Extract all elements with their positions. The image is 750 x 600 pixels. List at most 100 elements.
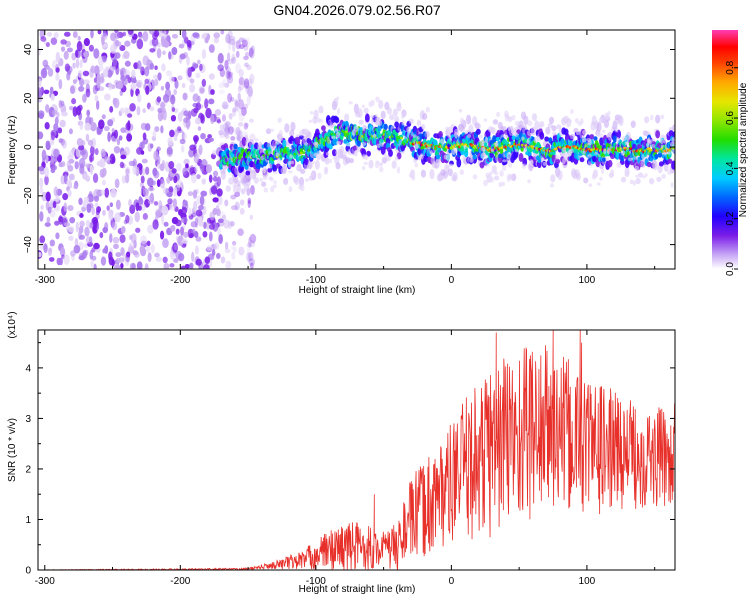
ridge-halo	[481, 146, 486, 152]
ridge-halo	[670, 182, 674, 188]
ridge-cell	[235, 126, 241, 137]
noise-blob	[220, 256, 226, 264]
ridge-halo	[412, 134, 417, 138]
ridge-cell	[534, 120, 540, 130]
noise-blob	[139, 245, 145, 254]
noise-blob	[224, 121, 231, 127]
noise-blob	[136, 105, 141, 116]
noise-blob	[78, 104, 83, 111]
ridge-cell	[547, 122, 553, 129]
ridge-cell	[479, 161, 485, 169]
ridge-cell	[589, 134, 595, 140]
ridge-cell	[231, 161, 235, 167]
noise-blob	[146, 177, 154, 187]
ridge-halo	[272, 184, 277, 188]
noise-blob	[248, 258, 255, 266]
ridge-halo	[442, 175, 448, 180]
noise-blob	[109, 66, 117, 71]
noise-blob	[44, 121, 50, 130]
ridge-halo	[498, 181, 503, 188]
ridge-halo	[527, 179, 531, 184]
ridge-halo	[308, 119, 313, 123]
noise-blob	[203, 221, 207, 229]
ridge-halo	[304, 130, 308, 137]
noise-blob	[153, 150, 159, 161]
noise-blob	[232, 246, 237, 253]
ridge-cell	[475, 123, 481, 130]
noise-blob	[195, 258, 202, 266]
ridge-halo	[425, 106, 430, 113]
noise-blob	[42, 68, 47, 77]
ridge-cell	[422, 112, 428, 121]
noise-blob	[246, 95, 251, 106]
noise-blob	[120, 247, 125, 256]
noise-blob	[162, 256, 168, 264]
ridge-cell	[438, 130, 443, 139]
noise-blob	[228, 71, 234, 78]
ridge-halo	[671, 148, 675, 153]
noise-blob	[247, 85, 253, 97]
noise-blob	[218, 234, 223, 244]
noise-blob	[241, 188, 246, 195]
ridge-peak	[399, 136, 404, 140]
ridge-halo	[577, 121, 583, 127]
ridge-halo	[260, 155, 264, 161]
noise-blob	[183, 110, 189, 117]
ridge-halo	[439, 174, 444, 181]
ridge-halo	[627, 157, 633, 162]
noise-blob	[100, 256, 107, 266]
ridge-halo	[289, 154, 293, 159]
noise-blob	[45, 191, 51, 202]
ridge-cell	[314, 160, 320, 170]
noise-blob	[47, 247, 52, 257]
noise-blob	[208, 98, 215, 105]
ridge-halo	[632, 180, 637, 186]
ridge-cell	[656, 176, 662, 182]
ridge-halo	[514, 120, 520, 126]
ridge-halo	[454, 131, 458, 139]
ridge-cell	[378, 99, 384, 109]
noise-blob	[235, 102, 240, 112]
noise-blob	[51, 164, 57, 171]
noise-blob	[85, 163, 92, 168]
noise-blob	[183, 133, 188, 140]
noise-blob	[130, 82, 137, 91]
noise-blob	[104, 245, 109, 254]
noise-blob	[226, 70, 231, 80]
noise-blob	[60, 100, 65, 107]
noise-blob	[98, 65, 104, 72]
ridge-halo	[495, 141, 499, 148]
noise-blob	[186, 56, 190, 66]
ridge-cell	[380, 110, 386, 120]
ridge-halo	[663, 139, 667, 144]
ridge-halo	[483, 118, 488, 122]
noise-blob	[248, 236, 252, 248]
ridge-cell	[618, 115, 624, 127]
ridge-halo	[406, 126, 412, 134]
noise-blob	[94, 148, 99, 156]
ridge-halo	[562, 147, 566, 153]
noise-blob	[225, 260, 232, 269]
noise-blob	[67, 189, 72, 198]
noise-blob	[157, 72, 162, 81]
ridge-halo	[596, 182, 601, 186]
noise-blob	[180, 265, 186, 269]
snr-xtick-label-3: 0	[449, 576, 455, 587]
noise-blob	[79, 77, 85, 87]
noise-blob	[155, 256, 162, 263]
noise-blob	[236, 187, 244, 194]
noise-blob	[136, 261, 143, 269]
ridge-halo	[351, 129, 356, 136]
ridge-cell	[655, 130, 661, 139]
noise-blob	[210, 114, 215, 125]
noise-blob	[222, 104, 230, 110]
ridge-halo	[485, 172, 490, 179]
ridge-cell	[283, 177, 289, 186]
noise-blob	[67, 70, 72, 76]
noise-blob	[158, 30, 163, 38]
noise-blob	[195, 102, 202, 111]
noise-blob	[103, 125, 110, 132]
noise-blob	[100, 148, 106, 158]
ridge-halo	[275, 152, 280, 157]
spectrogram-xtick-label-1: -200	[170, 275, 190, 286]
